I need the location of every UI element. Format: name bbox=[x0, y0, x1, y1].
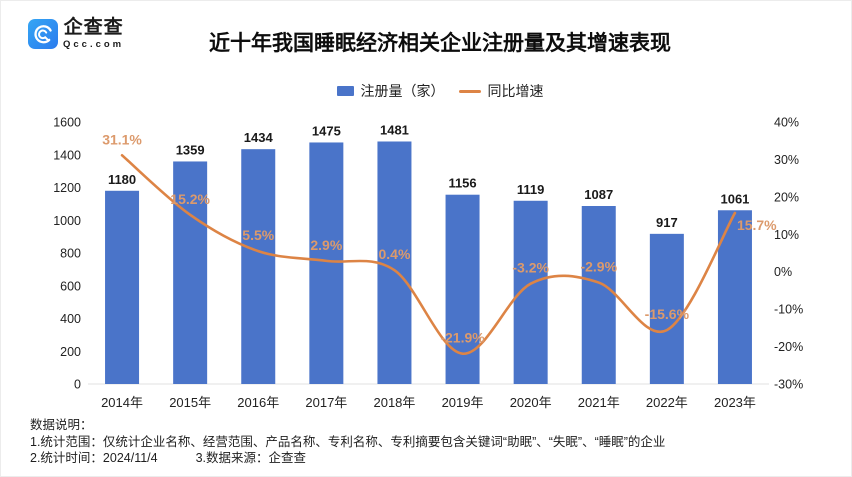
right-axis-tick: -10% bbox=[774, 303, 803, 317]
left-axis-tick: 1400 bbox=[53, 148, 81, 162]
right-axis-tick: 30% bbox=[774, 153, 799, 167]
qcc-logo-icon bbox=[28, 19, 58, 49]
growth-rate-label: 15.7% bbox=[737, 217, 777, 233]
combo-bar-line-chart: 0 200 400 600 800 1000 1200 1400 1600 -30% -20% -10… bbox=[53, 116, 803, 411]
data-notes: 数据说明： 1.统计范围：仅统计企业名称、经营范围、产品名称、专利名称、专利摘要… bbox=[30, 417, 665, 467]
legend-label-growth: 同比增速 bbox=[487, 83, 544, 99]
bar bbox=[309, 142, 344, 384]
left-axis-tick: 1200 bbox=[53, 181, 81, 195]
bar-value-label: 1087 bbox=[584, 187, 613, 202]
bar-value-label: 1475 bbox=[312, 123, 341, 138]
bar-swatch-icon bbox=[336, 86, 354, 96]
bar-value-label: 1434 bbox=[244, 130, 274, 145]
bar bbox=[173, 161, 208, 384]
qcc-logo: 企查查 Qcc.com bbox=[28, 18, 124, 50]
x-axis-label: 2018年 bbox=[373, 395, 415, 410]
left-axis-tick: 800 bbox=[60, 247, 81, 261]
legend-label-registrations: 注册量（家） bbox=[360, 83, 445, 99]
line-swatch-icon bbox=[458, 89, 481, 93]
legend-item-growth: 同比增速 bbox=[458, 81, 544, 101]
x-axis-label: 2023年 bbox=[714, 395, 756, 410]
x-axis-label: 2022年 bbox=[646, 395, 688, 410]
bar-value-label: 1481 bbox=[380, 122, 409, 137]
bar-value-label: 1359 bbox=[176, 142, 205, 157]
notes-line1: 1.统计范围：仅统计企业名称、经营范围、产品名称、专利名称、专利摘要包含关键词“… bbox=[30, 434, 666, 449]
bar bbox=[717, 210, 752, 384]
x-axis-label: 2020年 bbox=[510, 395, 552, 410]
growth-rate-label: -3.2% bbox=[512, 260, 549, 276]
growth-rate-line bbox=[120, 154, 737, 355]
right-axis-tick: 20% bbox=[774, 190, 799, 204]
chart-legend: 注册量（家） 同比增速 bbox=[1, 81, 851, 101]
x-axis-label: 2017年 bbox=[305, 395, 347, 410]
right-axis-tick: 0% bbox=[774, 265, 792, 279]
right-axis-tick: 40% bbox=[774, 116, 799, 130]
page-title: 近十年我国睡眠经济相关企业注册量及其增速表现 bbox=[209, 32, 671, 55]
left-axis-tick: 600 bbox=[60, 279, 81, 293]
left-axis-tick: 0 bbox=[74, 378, 81, 392]
bar-value-label: 1180 bbox=[108, 172, 136, 187]
x-axis-label: 2015年 bbox=[169, 395, 211, 410]
bar bbox=[241, 149, 276, 384]
bar bbox=[445, 194, 480, 384]
growth-rate-label: -21.9% bbox=[440, 330, 485, 346]
notes-line2: 2.统计时间：2024/11/4 3.数据来源：企查查 bbox=[30, 450, 665, 467]
logo-domain: Qcc.com bbox=[63, 39, 125, 50]
growth-rate-label: 15.2% bbox=[170, 191, 210, 207]
bar bbox=[377, 141, 412, 384]
left-axis-tick: 200 bbox=[60, 345, 81, 359]
right-axis-tick: -30% bbox=[774, 378, 803, 392]
growth-rate-label: 2.9% bbox=[310, 237, 342, 253]
notes-stat-time: 2.统计时间：2024/11/4 bbox=[30, 451, 158, 465]
bar bbox=[581, 206, 616, 384]
left-axis-tick: 1600 bbox=[53, 116, 81, 130]
notes-source: 3.数据来源：企查查 bbox=[195, 451, 307, 465]
x-axis-label: 2014年 bbox=[101, 395, 143, 410]
x-axis-label: 2021年 bbox=[578, 395, 620, 410]
x-axis-label: 2016年 bbox=[237, 395, 279, 410]
bar-value-label: 1061 bbox=[720, 191, 749, 206]
x-axis-label: 2019年 bbox=[442, 395, 484, 410]
left-axis-tick: 1000 bbox=[53, 214, 81, 228]
right-axis-tick: 10% bbox=[774, 228, 799, 242]
bar bbox=[105, 190, 140, 384]
growth-rate-label: -2.9% bbox=[580, 259, 617, 275]
growth-rate-label: 5.5% bbox=[242, 227, 274, 243]
legend-item-registrations: 注册量（家） bbox=[336, 81, 445, 101]
bar-value-label: 1119 bbox=[517, 182, 545, 197]
left-axis-tick: 400 bbox=[60, 312, 81, 326]
logo-name: 企查查 bbox=[63, 17, 124, 38]
logo-text: 企查查 Qcc.com bbox=[63, 17, 125, 51]
growth-rate-label: 0.4% bbox=[378, 246, 410, 262]
notes-heading: 数据说明： bbox=[30, 418, 93, 432]
growth-rate-label: 31.1% bbox=[102, 131, 142, 147]
growth-rate-label: -15.6% bbox=[645, 306, 690, 322]
bar-value-label: 1156 bbox=[448, 176, 476, 191]
bar bbox=[649, 233, 684, 384]
right-axis-tick: -20% bbox=[774, 340, 803, 354]
bar-value-label: 917 bbox=[656, 215, 678, 230]
